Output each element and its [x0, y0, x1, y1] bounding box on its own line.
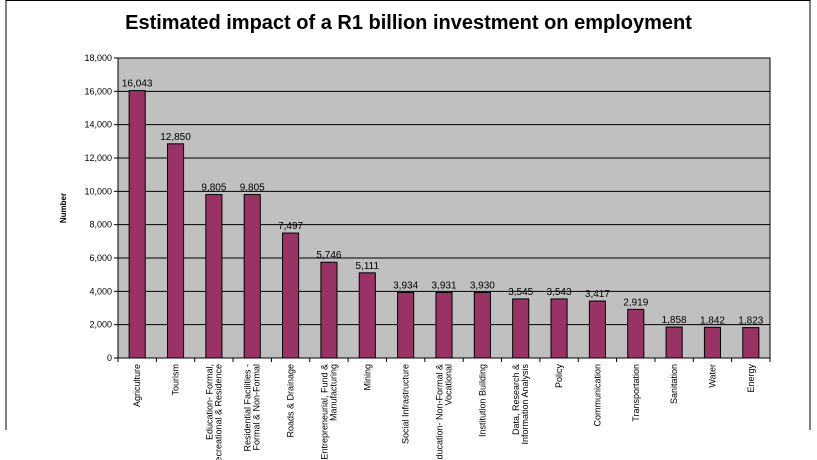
bar: [435, 291, 453, 359]
x-tick-label: Education- Non-Formal &Vocational: [435, 364, 454, 460]
data-label: 3,545: [508, 287, 533, 298]
y-axis-ticks: 0 2,000 4,000 6,000 8,000 10,000 12,000 14,000 1…: [84, 53, 118, 363]
x-tick-label: Education- Formal,Recreational & Residen…: [204, 364, 223, 460]
bar: [627, 308, 645, 359]
x-tick-label: Mining: [362, 364, 372, 391]
data-label: 3,543: [547, 287, 572, 298]
y-axis-label: Number: [59, 193, 68, 223]
bar: [166, 143, 185, 359]
x-tick-label: Communication: [592, 364, 602, 427]
bar: [128, 90, 146, 359]
y-tick-label: 16,000: [84, 86, 112, 96]
data-label: 12,850: [160, 132, 191, 143]
y-tick-label: 4,000: [89, 286, 112, 296]
data-label: 1,858: [662, 315, 687, 326]
bar: [703, 326, 722, 359]
data-labels: 16,043 12,850 9,805 9,805 7,497 5,746 5,111 3,9…: [122, 79, 764, 327]
x-tick-label: Roads & Drainage: [286, 364, 296, 438]
y-tick-label: 0: [107, 353, 112, 363]
x-tick-label: Energy: [746, 364, 756, 393]
y-tick-label: 2,000: [89, 320, 112, 330]
x-tick-label: Entrepreneurial, Fund &Manufacturing: [319, 364, 338, 460]
x-tick-label: Institution Building: [477, 364, 487, 437]
data-label: 9,805: [201, 183, 226, 194]
bar: [282, 232, 300, 359]
bar: [665, 326, 683, 359]
x-tick-label: Social Infrastructure: [401, 364, 411, 444]
y-tick-label: 10,000: [84, 186, 112, 196]
chart-title: Estimated impact of a R1 billion investm…: [125, 12, 692, 34]
x-tick-label: Agriculture: [132, 364, 142, 407]
y-tick-label: 12,000: [84, 153, 112, 163]
data-label: 3,417: [585, 289, 610, 300]
y-tick-label: 18,000: [84, 53, 112, 63]
data-label: 3,931: [431, 280, 456, 291]
gridlines: [118, 90, 770, 326]
bar: [205, 194, 223, 359]
bar: [588, 300, 606, 359]
data-label: 5,111: [356, 261, 380, 272]
x-tick-label: Sanitation: [669, 364, 679, 404]
x-tick-label: Policy: [554, 364, 564, 389]
bar: [742, 327, 760, 359]
data-label: 3,934: [393, 280, 418, 291]
bar: [358, 272, 376, 359]
data-label: 7,497: [278, 221, 303, 232]
bar: [243, 194, 261, 359]
bar: [473, 292, 491, 359]
y-tick-label: 14,000: [84, 120, 112, 130]
bar: [550, 298, 568, 359]
bar: [512, 298, 530, 359]
data-label: 3,930: [470, 281, 495, 292]
x-tick-label: Residential Facilities -Formal & Non-For…: [243, 364, 262, 452]
data-label: 5,746: [316, 250, 341, 261]
data-label: 2,919: [623, 297, 648, 308]
data-label: 16,043: [122, 79, 153, 90]
x-tick-label: Tourism: [171, 364, 181, 396]
data-label: 1,823: [738, 316, 763, 327]
bar: [397, 291, 415, 359]
bar: [320, 261, 338, 359]
x-tick-label: Data, Research &Information Analysis: [511, 364, 530, 445]
y-tick-label: 6,000: [89, 253, 112, 263]
data-label: 9,805: [240, 183, 265, 194]
x-tick-label: Water: [707, 364, 717, 388]
y-tick-label: 8,000: [89, 220, 112, 230]
bars: [128, 90, 760, 359]
x-tick-label: Transportation: [631, 364, 641, 422]
x-axis-ticks: Agriculture Tourism Education- Formal,Recr…: [117, 358, 771, 460]
data-label: 1,842: [700, 315, 725, 326]
